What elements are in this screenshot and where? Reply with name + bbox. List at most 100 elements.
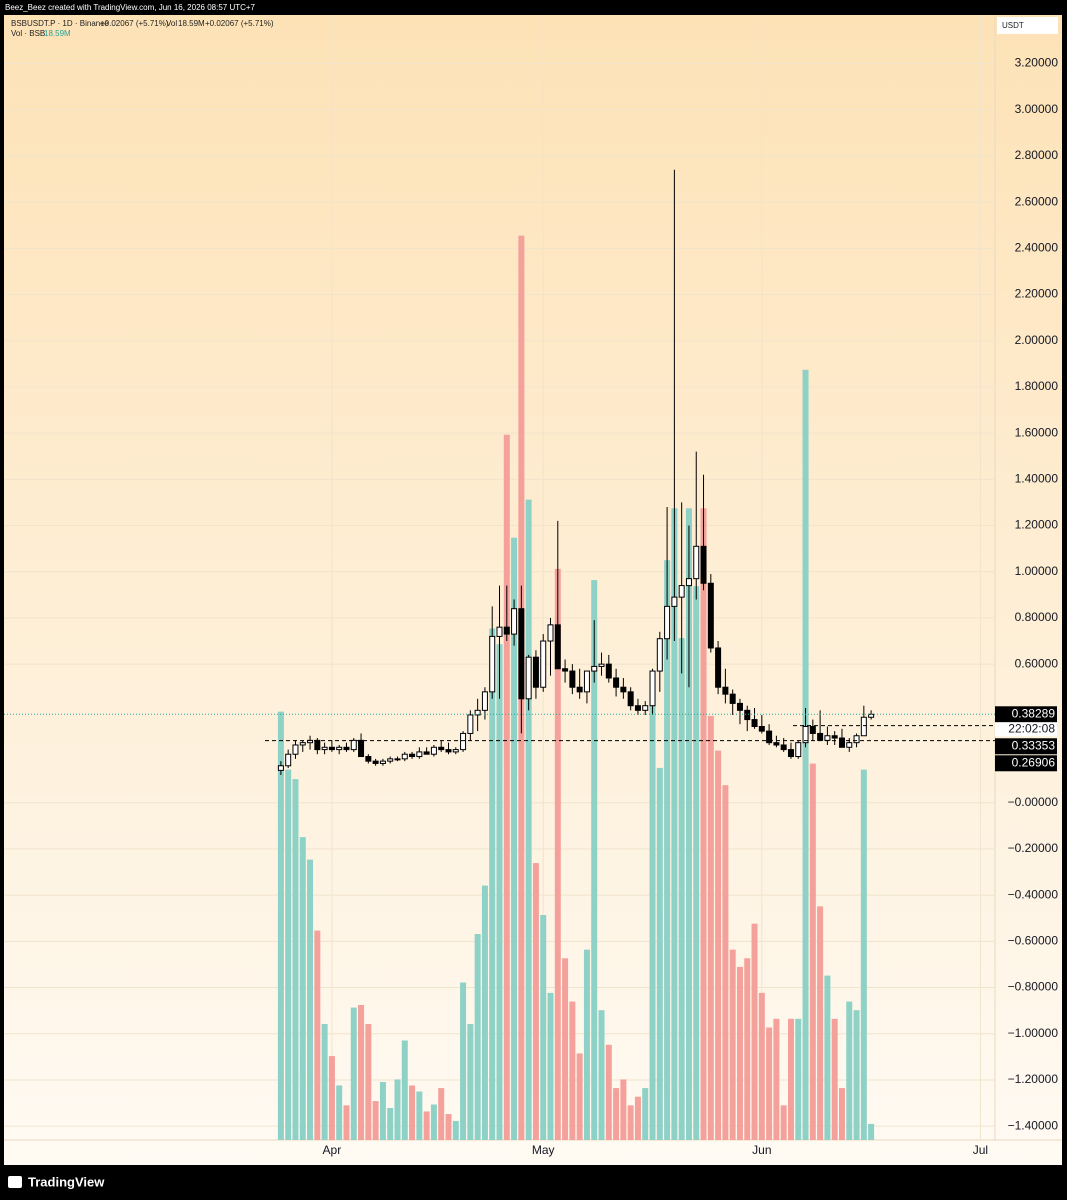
y-tick-label: 2.00000	[1015, 333, 1059, 347]
y-tick-label: −1.00000	[1008, 1026, 1059, 1040]
volume-bar	[868, 1123, 875, 1140]
candle-body	[540, 640, 547, 688]
brand: TradingView	[28, 1174, 105, 1189]
candle-body	[285, 753, 292, 767]
candle-body	[299, 742, 306, 746]
candle-body	[277, 765, 284, 771]
volume-bar	[671, 508, 678, 1140]
volume-bar	[729, 949, 736, 1140]
candle-body	[853, 735, 860, 744]
candle-body	[576, 686, 583, 693]
candle-body	[758, 725, 765, 732]
candle-body	[693, 545, 700, 580]
candle-body	[314, 739, 321, 751]
volume-bar	[846, 1001, 853, 1140]
candle-body	[678, 585, 685, 598]
candle-body	[685, 578, 692, 587]
volume-bar	[569, 1001, 576, 1140]
price-label-box	[995, 706, 1057, 723]
candle-body	[503, 626, 510, 635]
volume-bar	[416, 1091, 423, 1140]
volume-bar	[445, 1114, 452, 1140]
candle-body	[656, 638, 663, 672]
volume-bar	[394, 1079, 401, 1140]
volume-bar	[314, 930, 321, 1140]
price-line-label: 0.33353	[1012, 738, 1056, 752]
volume-bar	[365, 1024, 372, 1140]
plot	[4, 15, 995, 1141]
volume-bar	[693, 586, 700, 1140]
y-tick-label: 0.80000	[1015, 610, 1059, 624]
y-tick-label: 1.20000	[1015, 518, 1059, 532]
volume-bar	[409, 1085, 416, 1140]
volume-bar	[292, 779, 299, 1140]
brand-logo	[8, 1176, 22, 1188]
volume-bar	[336, 1085, 343, 1140]
candle-body	[416, 751, 423, 758]
last-price-label: 0.38289	[1012, 706, 1056, 720]
volume-bar	[853, 1010, 860, 1140]
y-tick-label: −0.60000	[1008, 934, 1059, 948]
price-label-box	[995, 738, 1057, 755]
y-tick-label: 1.00000	[1015, 564, 1059, 578]
candle-body	[423, 751, 430, 755]
volume-bar	[423, 1111, 430, 1140]
volume-bar	[613, 1088, 620, 1140]
volume-bar	[372, 1101, 379, 1140]
countdown-box	[995, 722, 1057, 737]
y-tick-label: −1.20000	[1008, 1072, 1059, 1086]
legend: BSBUSDT.P · 1D · Binance +0.02067 (+5.71…	[11, 19, 274, 38]
candle-body	[387, 758, 394, 762]
candle-body	[736, 702, 743, 711]
volume-bar	[860, 769, 867, 1140]
candle-body	[664, 605, 671, 640]
volume-bar	[736, 966, 743, 1140]
volume-bar	[307, 859, 314, 1140]
candle-body	[817, 732, 824, 741]
candle-body	[569, 670, 576, 688]
volume-bar	[562, 958, 569, 1140]
candle-body	[525, 656, 532, 700]
candle-body	[372, 760, 379, 764]
change: +0.02067 (+5.71%)	[100, 19, 169, 28]
volume-bar	[817, 906, 824, 1140]
volume-bar	[649, 692, 656, 1140]
volume-bar	[678, 638, 685, 1140]
volume-bar	[285, 769, 292, 1140]
volume-bar	[401, 1040, 408, 1140]
x-tick-label: Jun	[752, 1143, 771, 1157]
candle-body	[394, 758, 401, 761]
volume-bar	[809, 763, 816, 1140]
volume-bar	[722, 785, 729, 1140]
volume-bar	[511, 537, 518, 1140]
y-tick-label: 1.60000	[1015, 425, 1059, 439]
candle-body	[729, 693, 736, 704]
candle-body	[489, 635, 496, 693]
candle-body	[292, 744, 299, 755]
volume-bar	[576, 1053, 583, 1140]
candle-body	[860, 716, 867, 737]
candle-body	[511, 608, 518, 635]
candle-body	[809, 725, 816, 734]
x-tick-label: May	[532, 1143, 555, 1157]
candle-body	[591, 665, 598, 672]
volume-bar	[642, 1088, 649, 1140]
candle-body	[838, 737, 845, 748]
volume-bar	[780, 1105, 787, 1140]
candle-body	[751, 719, 758, 727]
candle-body	[773, 742, 780, 746]
volume-bar	[766, 1027, 773, 1140]
volume-bar	[700, 508, 707, 1140]
x-tick-label: Apr	[323, 1143, 342, 1157]
candle-body	[445, 749, 452, 753]
volume-name: Vol · BSB	[11, 29, 45, 38]
volume-bar	[299, 837, 306, 1140]
candle-body	[707, 582, 714, 649]
volume-bar	[824, 975, 831, 1140]
credit: Beez_Beez created with TradingView.com, …	[5, 3, 256, 12]
volume-bar	[751, 923, 758, 1140]
y-tick-label: −0.00000	[1008, 795, 1059, 809]
candle-body	[642, 705, 649, 711]
volume-bar	[787, 1018, 794, 1140]
